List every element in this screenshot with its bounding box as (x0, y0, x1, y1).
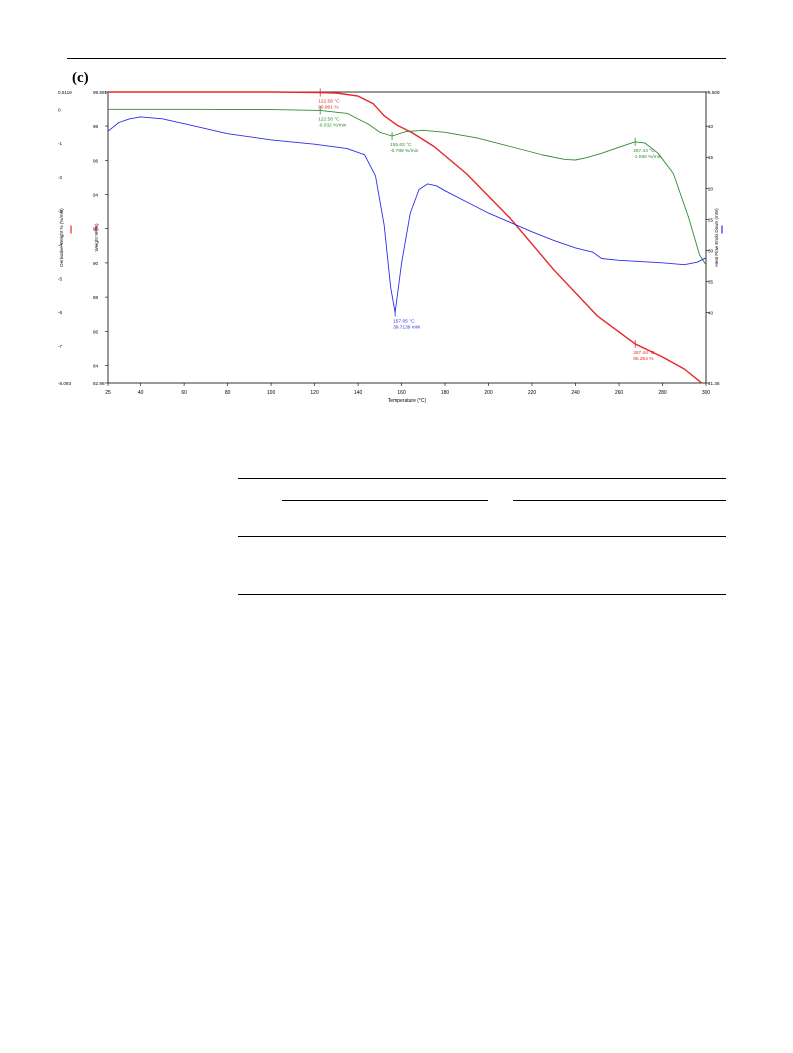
x-tick-label: 60 (181, 390, 187, 396)
x-axis-label: Temperature (°C) (388, 398, 427, 404)
table-group-rule-left (282, 500, 488, 501)
plot-frame (107, 91, 707, 384)
series-line-0 (108, 91, 703, 384)
y-left-outer-tick-label: -5 (58, 276, 63, 281)
y-left-outer-tick-label: -4 (58, 243, 63, 248)
y-right-tick-label: 15 (708, 155, 714, 160)
annotation-label: 39.7139 mW (393, 324, 421, 330)
series-line-1 (108, 108, 707, 266)
annotation-label: -0.788 %/min (390, 148, 419, 154)
y-left-inner-tick-label: 88 (93, 295, 99, 300)
table-header-rule (238, 536, 726, 537)
x-tick-label: 200 (484, 390, 493, 396)
x-tick-label: 180 (441, 390, 450, 396)
y-left-outer-tick-label: -2 (58, 175, 63, 180)
x-tick-label: 160 (397, 390, 406, 396)
y-left-inner-tick-label: 99.991 (93, 90, 107, 95)
x-tick-label: 280 (658, 390, 667, 396)
y-right-tick-label: 20 (708, 186, 714, 191)
y-right-tick-label: 30 (708, 248, 714, 253)
x-tick-label: 220 (528, 390, 537, 396)
annotation-label: 155.63 °C (390, 142, 412, 148)
table-top-rule (238, 478, 726, 479)
x-tick-label: 40 (138, 390, 144, 396)
table-group-rule-right (513, 500, 726, 501)
y-right-tick-label: 10 (708, 124, 714, 129)
x-tick-label: 120 (310, 390, 319, 396)
series-line-2 (107, 116, 707, 313)
y-left-inner-axis-label: Weight % (%) (94, 223, 99, 251)
y-left-inner-tick-label: 94 (93, 192, 99, 197)
annotation-label: 267.44 °C (633, 148, 655, 154)
y-right-tick-label: 40 (708, 310, 714, 315)
annotation-label: 267.44 °C (633, 350, 655, 356)
x-tick-label: 260 (615, 390, 624, 396)
x-tick-label: 100 (267, 390, 276, 396)
y-right-tick-label: 41.36 (708, 381, 720, 386)
y-left-inner-tick-label: 98 (93, 124, 99, 129)
y-right-tick-label: 5.509 (708, 90, 720, 95)
page-header-rule (67, 58, 726, 59)
y-left-outer-axis-label: Derivative Weight % (%/min) (59, 208, 64, 267)
y-left-inner-tick-label: 82.98 (93, 381, 105, 386)
y-left-outer-tick-label: -8.093 (58, 381, 71, 386)
annotation-label: 122.58 °C (318, 99, 340, 105)
y-left-outer-tick-label: -6 (58, 310, 63, 315)
y-left-inner-tick-label: 86 (93, 329, 99, 334)
x-tick-label: 300 (702, 390, 711, 396)
annotation-label: -1.068 %/min (633, 154, 662, 160)
x-tick-label: 25 (105, 390, 111, 396)
y-left-outer-tick-label: 0 (58, 107, 61, 112)
annotation-label: -0.032 %/min (318, 122, 347, 128)
tga-dsc-chart: 25 40 60 80 100 120 140 160 180 200 220 240 260 280 30… (58, 88, 723, 404)
y-left-outer-tick-label: -3 (58, 209, 63, 214)
x-tick-label: 80 (225, 390, 231, 396)
y-left-outer-tick-label: -1 (58, 141, 63, 146)
y-right-tick-label: 35 (708, 279, 714, 284)
y-right-tick-label: 25 (708, 217, 714, 222)
annotation-label: 99.961 % (318, 105, 339, 111)
y-left-outer-tick-label: 0.5119 (58, 90, 72, 95)
panel-label: (c) (72, 70, 89, 86)
y-left-inner-tick-label: 90 (93, 261, 99, 266)
y-left-inner-tick-label: 96 (93, 158, 99, 163)
annotation-label: 85.264 % (633, 356, 654, 362)
annotation-label: 157.05 °C (393, 318, 415, 324)
annotation-label: 122.58 °C (318, 116, 340, 122)
table-bottom-rule (238, 594, 726, 595)
x-tick-label: 140 (354, 390, 363, 396)
y-right-axis-label: Heat Flow Endo Down (mW) (714, 208, 719, 267)
y-left-inner-tick-label: 84 (93, 364, 99, 369)
x-tick-label: 240 (571, 390, 580, 396)
y-left-outer-tick-label: -7 (58, 344, 63, 349)
